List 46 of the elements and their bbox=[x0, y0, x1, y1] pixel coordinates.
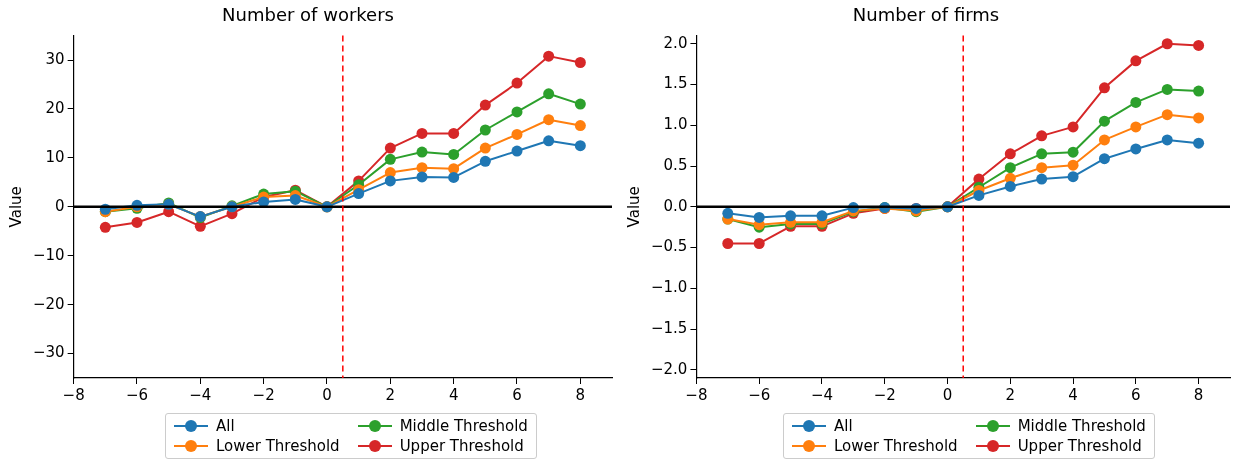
x-tick-label: −2 bbox=[252, 385, 275, 404]
y-tick-label: −30 bbox=[33, 343, 65, 362]
x-tick-label: 8 bbox=[1193, 385, 1204, 404]
y-tick-label: 20 bbox=[45, 98, 65, 117]
y-tick-label: −0.5 bbox=[650, 237, 688, 256]
y-tick-label: −10 bbox=[33, 245, 65, 264]
legend-label: Lower Threshold bbox=[216, 437, 340, 455]
y-tick-label: −1.5 bbox=[650, 318, 688, 337]
x-tick-label: −2 bbox=[873, 385, 896, 404]
x-tick-label: 2 bbox=[1005, 385, 1016, 404]
legend-label: Middle Threshold bbox=[1017, 417, 1146, 435]
x-tick-label: 0 bbox=[322, 385, 332, 404]
chart-title: Number of firms bbox=[852, 4, 1000, 26]
x-tick-label: −6 bbox=[748, 385, 771, 404]
x-tick-label: 0 bbox=[942, 385, 953, 404]
x-tick-label: 6 bbox=[512, 385, 522, 404]
y-tick-label: −20 bbox=[33, 294, 65, 313]
y-axis-title: Value bbox=[6, 186, 25, 228]
legend-label: All bbox=[216, 417, 235, 435]
x-tick-label: 4 bbox=[1068, 385, 1078, 404]
legend-label: Upper Threshold bbox=[399, 437, 524, 455]
y-tick-label: 1.0 bbox=[663, 115, 688, 134]
y-tick-label: 0.5 bbox=[663, 155, 688, 174]
y-tick-label: 30 bbox=[45, 49, 65, 68]
legend-label: Upper Threshold bbox=[1017, 437, 1142, 455]
x-tick-label: −6 bbox=[125, 385, 149, 404]
legend-label: Lower Threshold bbox=[834, 437, 958, 455]
x-tick-label: 2 bbox=[385, 385, 396, 404]
chart-title: Number of workers bbox=[222, 4, 394, 26]
x-tick-label: −4 bbox=[189, 385, 212, 404]
y-tick-label: 1.5 bbox=[663, 74, 688, 93]
x-tick-label: −8 bbox=[685, 385, 708, 404]
x-tick-label: 6 bbox=[1131, 385, 1141, 404]
y-tick-label: −1.0 bbox=[650, 278, 688, 297]
y-tick-label: 2.0 bbox=[663, 33, 688, 52]
y-tick-label: 10 bbox=[45, 147, 65, 166]
legend-label: Middle Threshold bbox=[399, 417, 528, 435]
x-tick-label: −8 bbox=[62, 385, 85, 404]
legend-label: All bbox=[834, 417, 853, 435]
y-tick-label: 0.0 bbox=[663, 196, 688, 215]
y-tick-label: 0 bbox=[55, 196, 65, 215]
y-tick-label: −2.0 bbox=[650, 359, 688, 378]
x-tick-label: −4 bbox=[810, 385, 834, 404]
x-tick-label: 8 bbox=[575, 385, 586, 404]
x-tick-label: 4 bbox=[448, 385, 459, 404]
y-axis-title: Value bbox=[624, 186, 643, 228]
